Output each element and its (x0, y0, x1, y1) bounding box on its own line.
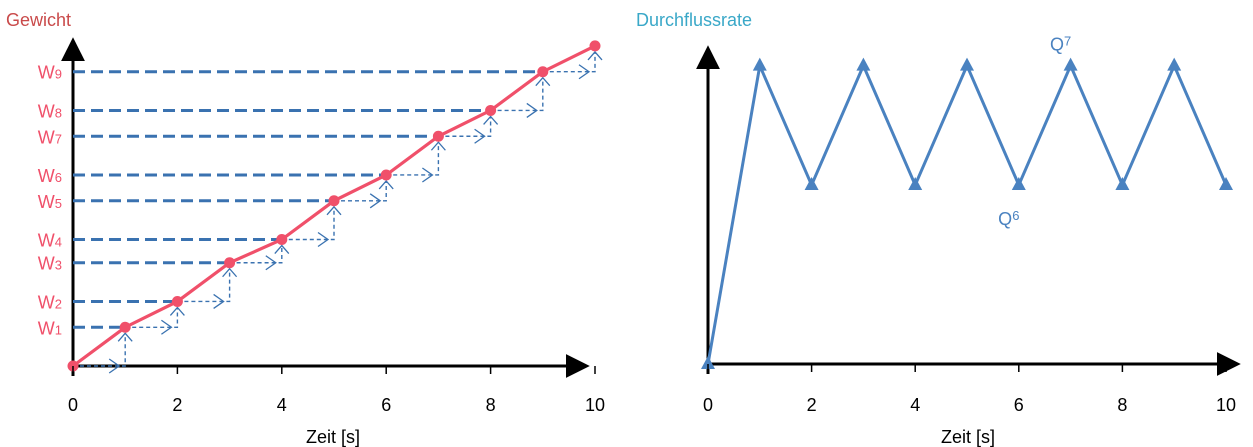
step-arrow-right (578, 64, 591, 80)
w-level-label: W5 (38, 192, 62, 212)
x-tick-label: 6 (1014, 395, 1024, 415)
weight-point (328, 195, 340, 207)
step-arrow-up (483, 115, 499, 125)
x-tick-label: 6 (381, 395, 391, 415)
left-chart-xlabel: Zeit [s] (306, 427, 360, 447)
weight-point (224, 257, 236, 269)
x-tick-label: 2 (172, 395, 182, 415)
step-arrow-right (265, 255, 277, 271)
step-arrow-right (474, 128, 486, 144)
flow-point (960, 57, 974, 71)
step-guide (281, 206, 335, 241)
w-level-label: W9 (38, 63, 62, 83)
step-arrow-up (169, 306, 185, 316)
step-arrow-right (422, 167, 434, 183)
step-guide (438, 116, 492, 137)
step-arrow-up (587, 50, 603, 61)
flow-point (1219, 176, 1233, 190)
w-level-label: W3 (38, 254, 62, 274)
right-chart-xlabel: Zeit [s] (941, 427, 995, 447)
x-tick-label: 4 (277, 395, 287, 415)
weight-point (171, 295, 183, 307)
step-arrow-right (317, 231, 330, 248)
flow-point (1011, 176, 1026, 190)
flow-point (1063, 57, 1078, 71)
step-guide (125, 307, 179, 328)
x-tick-label: 8 (1117, 395, 1127, 415)
step-guide (386, 142, 440, 176)
w-level-label: W4 (38, 231, 62, 251)
left-chart-title: Gewicht (6, 10, 71, 30)
w-level-label: W2 (38, 292, 62, 312)
x-tick-label: 8 (486, 395, 496, 415)
step-arrow-up (378, 179, 394, 190)
step-arrow-up (117, 332, 133, 342)
flow-point (856, 57, 871, 71)
step-guide (229, 245, 283, 264)
w-level-label: W7 (38, 127, 62, 147)
step-arrow-right (526, 102, 538, 118)
flow-point (1115, 176, 1130, 190)
step-arrow-up (430, 141, 446, 151)
flow-rate-chart: Q7 Q6 0 2 4 6 8 10 (696, 34, 1241, 415)
x-tick-label: 10 (585, 395, 605, 415)
step-arrow-right (161, 319, 173, 335)
step-arrow-up (535, 76, 551, 87)
step-arrow-up (274, 244, 290, 254)
x-tick-label: 0 (68, 395, 78, 415)
w-level-label: W1 (38, 318, 62, 338)
weight-point (432, 130, 444, 142)
step-arrow-right (213, 293, 225, 309)
step-arrow-right (108, 358, 121, 374)
x-tick-label: 2 (807, 395, 817, 415)
flow-point (1167, 57, 1182, 71)
x-tick-label: 0 (703, 395, 713, 415)
flow-point (908, 176, 923, 190)
weight-chart: W1 W2 W3 W4 W5 W6 W7 W8 W9 0 2 4 6 8 10 (38, 37, 605, 415)
flow-point (701, 356, 715, 369)
w-level-label: W6 (38, 166, 62, 186)
q-annotation: Q7 (1050, 34, 1071, 55)
weight-point (485, 104, 497, 116)
step-arrow-up (326, 205, 342, 216)
weight-point (380, 169, 392, 181)
weight-point (276, 234, 288, 246)
flow-line (706, 60, 1228, 365)
x-tick-label: 4 (910, 395, 920, 415)
step-guide (490, 77, 544, 112)
step-guide (73, 333, 126, 367)
weight-point (537, 66, 549, 78)
weight-point (589, 40, 601, 52)
weight-point (119, 321, 131, 333)
step-arrow-right (369, 193, 382, 209)
flow-point (752, 57, 767, 71)
right-chart-title: Durchflussrate (636, 10, 752, 30)
q-annotation: Q6 (998, 208, 1019, 229)
step-guide (542, 51, 596, 73)
w-level-label: W8 (38, 101, 62, 121)
step-guide (334, 180, 387, 202)
x-tick-label: 10 (1216, 395, 1236, 415)
step-guide (177, 268, 231, 303)
step-arrow-up (222, 267, 238, 278)
flow-point (804, 176, 819, 190)
